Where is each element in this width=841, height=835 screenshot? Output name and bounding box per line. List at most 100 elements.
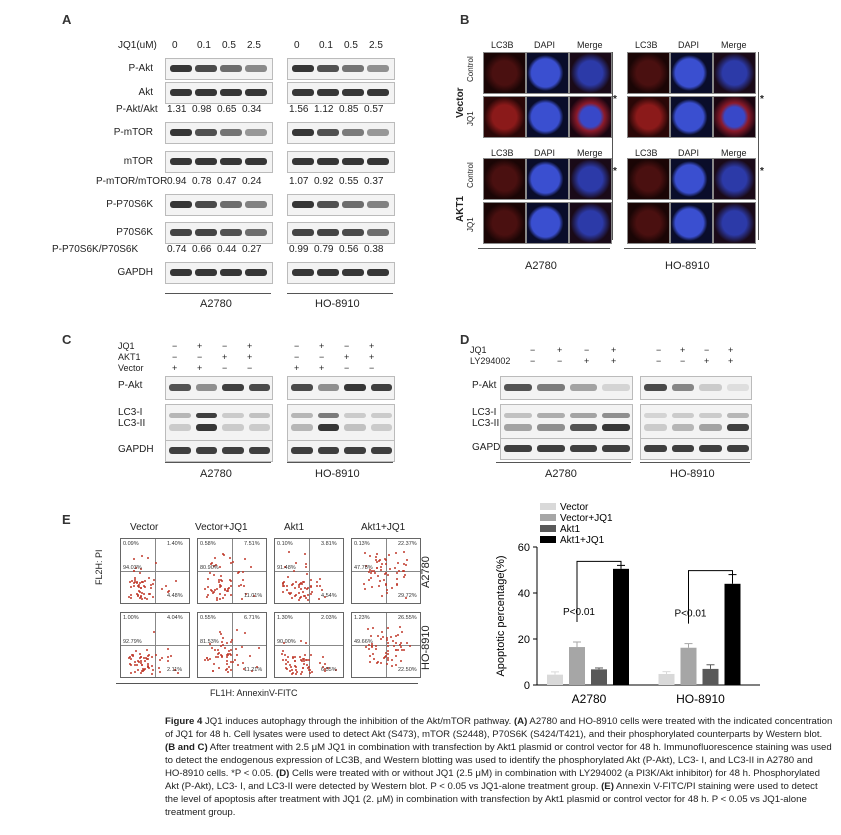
flow-event-dot [251,670,253,673]
blot-strip [640,376,752,400]
flow-plot: 1.30% 2.03% 90.00% 6.55% [274,612,344,678]
flow-event-dot [242,661,245,664]
caption-d-text: Cells were treated with or without JQ1 (… [165,768,820,792]
flow-event-dot [230,584,233,587]
flow-event-dot [293,659,296,662]
quadrant-percentage: 1.40% [167,541,183,547]
quadrant-percentage: 6.55% [321,667,337,673]
flow-event-dot [367,579,370,582]
flow-event-dot [244,593,247,596]
flow-event-dot [283,653,286,656]
flow-event-dot [298,584,301,587]
blot-band [220,129,242,136]
flow-event-dot [143,668,146,671]
flow-event-dot [369,576,372,579]
condition-sign: + [704,356,710,366]
flow-event-dot [389,568,392,570]
flow-event-dot [208,572,211,574]
caption-a-text: A2780 and HO-8910 cells were treated wit… [165,716,833,740]
flow-event-dot [405,564,408,567]
if-image-cell [526,158,569,200]
blot-band [170,89,192,96]
flow-event-dot [294,587,297,590]
flow-event-dot [145,657,148,660]
flow-event-dot [217,649,220,652]
blot-band [602,424,630,431]
caption-a-label: (A) [513,716,528,727]
flow-event-dot [286,661,289,664]
flow-event-dot [318,597,321,600]
blot-band [317,89,339,96]
flow-event-dot [244,632,247,634]
flow-event-dot [402,570,405,573]
concentration-label: 0.1 [319,40,333,51]
flow-event-dot [207,658,210,661]
flow-event-dot [158,658,161,661]
flow-event-dot [220,575,222,578]
flow-event-dot [281,590,284,593]
flow-event-dot [298,655,301,658]
flow-event-dot [239,584,242,587]
flow-event-dot [214,564,217,567]
flow-event-dot [294,580,297,583]
flow-event-dot [304,566,307,569]
flow-event-dot [250,566,253,569]
blot-band [602,384,630,391]
flow-event-dot [225,663,228,666]
flow-event-dot [258,646,261,649]
condition-sign: − [247,363,253,373]
flow-event-dot [222,643,225,646]
flow-event-dot [229,594,232,596]
flow-column-header: Vector+JQ1 [195,522,248,533]
condition-sign: − [344,363,350,373]
flow-event-dot [227,671,230,674]
flow-event-dot [288,550,290,553]
flow-event-dot [387,650,390,652]
blot-label: GAPDH [118,444,154,455]
flow-event-dot [148,653,151,656]
flow-event-dot [386,652,389,655]
blot-band [726,424,749,431]
flow-event-dot [256,666,259,669]
flow-event-dot [386,659,389,662]
flow-event-dot [133,579,136,582]
blot-band [367,65,389,72]
if-column-header: LC3B [635,40,658,50]
flow-event-dot [281,584,284,587]
if-image-cell [569,158,612,200]
condition-sign: − [557,356,563,366]
flow-event-dot [206,577,209,580]
flow-event-dot [136,664,139,667]
quadrant-percentage: 4.54% [321,593,337,599]
quadrant-divider [198,645,266,646]
flow-event-dot [152,596,155,599]
quadrant-percentage: 0.58% [200,541,216,547]
flow-event-dot [133,585,136,588]
flow-event-dot [167,655,170,658]
flow-event-dot [217,579,220,582]
flow-event-dot [292,582,295,585]
flow-event-dot [173,668,176,671]
flow-event-dot [209,589,212,592]
flow-event-dot [284,566,286,568]
flow-event-dot [134,661,137,664]
flow-event-dot [142,668,145,671]
flow-event-dot [292,672,295,675]
flow-event-dot [288,669,291,672]
blot-band [222,413,244,418]
flow-event-dot [238,585,241,588]
blot-band [370,447,392,454]
blot-band [342,269,364,276]
flow-event-dot [281,581,284,584]
flow-event-dot [220,585,223,588]
condition-sign: + [557,345,563,355]
if-image-cell [483,202,526,244]
blot-band [220,158,242,165]
blot-band [170,269,192,276]
blot-band [699,445,722,452]
flow-event-dot [306,666,309,669]
y-tick-label: 40 [518,588,530,600]
flow-event-dot [130,585,133,588]
blot-strip [165,151,273,173]
flow-event-dot [385,588,388,591]
